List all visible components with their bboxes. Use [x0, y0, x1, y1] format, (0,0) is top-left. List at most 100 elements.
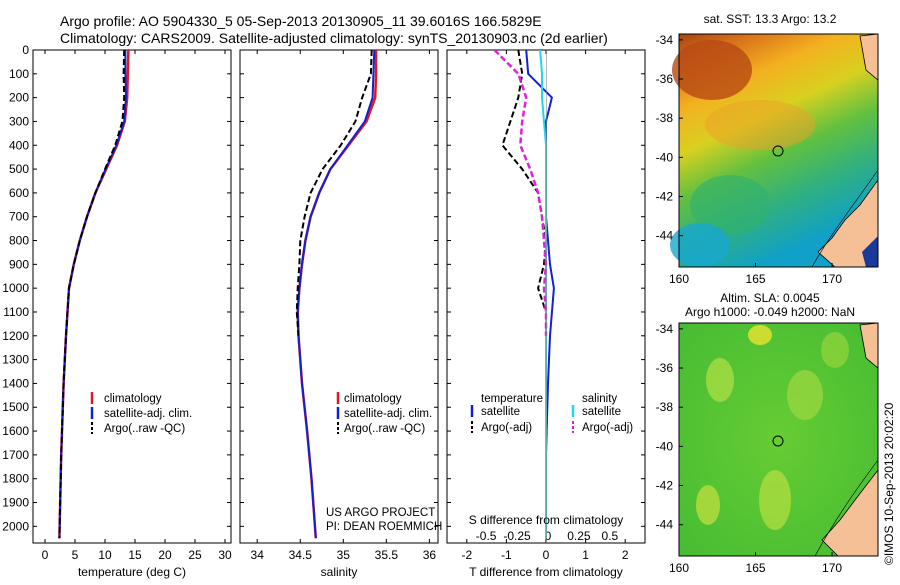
sst-axes: 160 165 170 -34 -36 -38 -40 -42 -44	[656, 33, 843, 286]
x-tick-label: 0	[543, 548, 550, 562]
difference-x-axis: -2 -1 0 1 2 -0.5 -0.25 0 0.25 0.5	[461, 50, 629, 562]
x-tick-label: 2	[622, 548, 629, 562]
depth-tick-label: 1900	[2, 496, 29, 510]
depth-tick-label: 200	[9, 91, 29, 105]
series-line-argo-raw-qc-	[58, 50, 126, 539]
top-tick-label: -0.5	[476, 529, 497, 543]
legend-label: Argo(..raw -QC)	[344, 423, 425, 435]
lat-tick-label: -34	[656, 322, 674, 336]
depth-tick-label: 1800	[2, 472, 29, 486]
argo-position-marker	[772, 145, 784, 157]
salinity-profiles	[295, 50, 378, 539]
legend-label: climatology	[104, 393, 162, 405]
x-tick-label: 34.5	[289, 548, 313, 562]
sla-map-title1: Altim. SLA: 0.0045	[720, 291, 820, 305]
argo-position-marker	[772, 435, 784, 447]
x-tick-label: 34	[251, 548, 265, 562]
depth-tick-label: 1200	[2, 329, 29, 343]
depth-axis: 0 100 200 300 400 500 600 700 800 900 1000 1100 1200…	[2, 43, 645, 533]
sst-coastal-deep	[862, 236, 878, 267]
sla-axes: 160 165 170 -34 -36 -38 -40 -42 -44	[656, 322, 843, 575]
lat-tick-label: -36	[656, 72, 674, 86]
lon-tick-label: 160	[669, 561, 689, 575]
lat-tick-label: -42	[656, 479, 674, 493]
sst-frame	[678, 33, 879, 268]
lat-tick-label: -44	[656, 229, 674, 243]
depth-tick-label: 2000	[2, 519, 29, 533]
difference-top-label: S difference from climatology	[469, 513, 624, 527]
series-line-climatology	[58, 50, 130, 539]
depth-tick-label: 900	[9, 257, 29, 271]
salinity-panel	[239, 49, 439, 544]
lat-tick-label: -40	[656, 150, 674, 164]
depth-tick-label: 100	[9, 67, 29, 81]
legend-label: satellite	[481, 406, 520, 418]
x-tick-label: 15	[128, 548, 142, 562]
x-tick-label: -2	[461, 548, 472, 562]
sst-cool-patch	[690, 175, 770, 235]
lat-tick-label: -38	[656, 400, 674, 414]
depth-tick-label: 400	[9, 138, 29, 152]
series-line-satellite-adj-clim-	[296, 50, 376, 539]
depth-tick-label: 1400	[2, 376, 29, 390]
project-note: US ARGO PROJECT	[326, 507, 435, 519]
depth-tick-label: 1100	[3, 305, 29, 319]
sst-cool-patch	[670, 223, 730, 267]
temperature-legend: climatology satellite-adj. clim. Argo(..…	[90, 392, 192, 435]
sst-map-title: sat. SST: 13.3 Argo: 13.2	[704, 12, 837, 26]
salinity-xlabel: salinity	[321, 565, 358, 579]
x-tick-label: 0	[42, 548, 49, 562]
depth-tick-label: 700	[9, 210, 29, 224]
depth-tick-label: 300	[9, 114, 29, 128]
temperature-xlabel: temperature (deg C)	[78, 565, 186, 579]
salinity-legend: climatology satellite-adj. clim. Argo(..…	[326, 392, 442, 533]
depth-tick-label: 500	[9, 162, 29, 176]
sla-map-title2: Argo h1000: -0.049 h2000: NaN	[685, 305, 855, 319]
imos-watermark: ©IMOS 10-Sep-2013 20:02:20	[882, 402, 896, 565]
top-tick-label: -0.25	[503, 529, 531, 543]
lat-tick-label: -44	[656, 518, 674, 532]
depth-tick-label: 1700	[2, 448, 29, 462]
lat-tick-label: -42	[656, 190, 674, 204]
series-line-argo-raw-qc-	[295, 50, 373, 336]
x-tick-label: 25	[188, 548, 202, 562]
sla-high-patch	[787, 370, 823, 420]
legend-label: satellite-adj. clim.	[344, 408, 432, 420]
series-line-salinity-satellite	[539, 50, 547, 539]
legend-label: Argo(-adj)	[582, 422, 633, 434]
header-line2: Climatology: CARS2009. Satellite-adjuste…	[60, 30, 608, 46]
sst-map	[670, 33, 879, 268]
temperature-panel	[32, 49, 232, 544]
legend-label: satellite	[582, 406, 621, 418]
sla-contour	[814, 459, 879, 557]
temperature-x-axis: 0 5 10 15 20 25 30	[42, 50, 232, 562]
x-tick-label: 20	[158, 548, 172, 562]
depth-tick-label: 1000	[2, 281, 29, 295]
lon-tick-label: 165	[746, 561, 766, 575]
x-tick-label: 30	[218, 548, 232, 562]
x-tick-label: -1	[501, 548, 512, 562]
lon-tick-label: 160	[669, 272, 689, 286]
x-tick-label: 35.5	[375, 548, 399, 562]
lon-tick-label: 165	[746, 272, 766, 286]
sla-high-patch	[706, 358, 734, 402]
x-tick-label: 10	[98, 548, 112, 562]
top-tick-label: 0.25	[567, 529, 591, 543]
depth-tick-label: 1300	[2, 353, 29, 367]
salinity-x-axis: 34 34.5 35 35.5 36	[251, 50, 437, 562]
sst-contour	[811, 169, 879, 268]
difference-legend: temperature salinity satellite Argo(-adj…	[470, 393, 633, 434]
legend-label: climatology	[344, 393, 402, 405]
depth-tick-label: 600	[9, 186, 29, 200]
legend-title-temperature: temperature	[481, 393, 543, 405]
legend-title-salinity: salinity	[582, 393, 617, 405]
sla-high-patch	[759, 470, 791, 530]
sla-map	[678, 322, 879, 557]
x-tick-label: 36	[423, 548, 437, 562]
sla-high-patch	[748, 325, 772, 345]
sst-warm-patch	[705, 100, 815, 150]
lat-tick-label: -40	[656, 439, 674, 453]
lat-tick-label: -36	[656, 361, 674, 375]
pi-note: PI: DEAN ROEMMICH	[326, 521, 442, 533]
